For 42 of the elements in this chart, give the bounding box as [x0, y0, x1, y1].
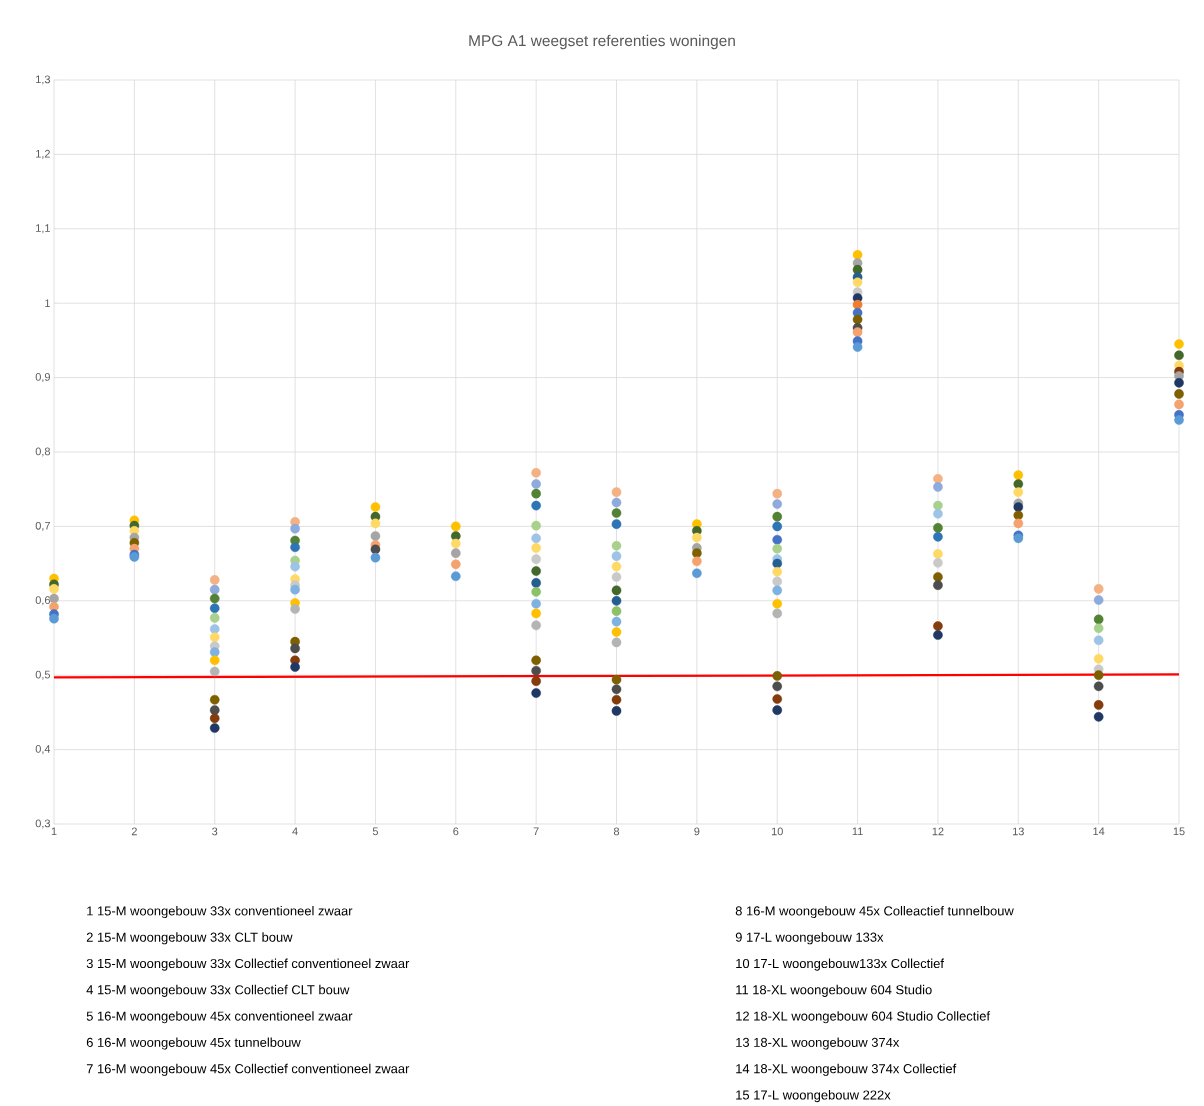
x-tick-label: 12 — [932, 827, 944, 836]
text: 9 17-L woongebouw 133x — [735, 932, 884, 945]
y-tick-label: 0,3 — [35, 819, 50, 829]
y-tick-label: 1,1 — [36, 224, 50, 234]
text: 11 18-XL woongebouw 604 Studio — [736, 984, 932, 997]
text: 10 17-L woongebouw133x Collectief — [736, 958, 944, 971]
text: 15 17-L woongebouw 222x — [736, 1090, 891, 1103]
y-tick-label: 0,8 — [35, 447, 50, 457]
x-tick-label: 13 — [1013, 827, 1024, 836]
y-tick-label: 0,7 — [35, 521, 50, 531]
text: 3 15-M woongebouw 33x Collectief conventioneel zwaar — [86, 958, 410, 971]
text: 14 18-XL woongebouw 374x Collectief — [736, 1063, 957, 1076]
chart-title: MPG A1 weegset referenties woningen — [469, 34, 735, 50]
x-tick-label: 14 — [1093, 827, 1105, 836]
x-tick-label: 4 — [292, 827, 298, 836]
text: 4 15-M woongebouw 33x Collectief CLT bouw — [86, 984, 350, 997]
y-tick-label: 1,2 — [36, 149, 50, 159]
x-tick-label: 15 — [1173, 827, 1185, 836]
text: 5 16-M woongebouw 45x conventioneel zwaar — [86, 1011, 353, 1024]
y-tick-label: 0,5 — [35, 670, 51, 680]
x-tick-label: 3 — [212, 827, 218, 836]
x-tick-label: 8 — [613, 827, 620, 836]
y-tick-label: 0,4 — [35, 745, 51, 755]
text: 13 18-XL woongebouw 374x — [736, 1037, 900, 1050]
text: 6 16-M woongebouw 45x tunnelbouw — [86, 1037, 301, 1050]
y-tick-label: 0,9 — [35, 373, 50, 383]
text: 7 16-M woongebouw 45x Collectief conventioneel zwaar — [86, 1063, 410, 1076]
x-tick-label: 2 — [131, 827, 137, 836]
text: 12 18-XL woongebouw 604 Studio Collectief — [736, 1011, 991, 1024]
x-tick-label: 10 — [771, 827, 783, 836]
x-tick-label: 11 — [852, 827, 863, 836]
x-tick-label: 7 — [533, 827, 539, 836]
x-tick-label: 1 — [51, 827, 57, 836]
x-tick-label: 5 — [372, 827, 379, 836]
x-tick-label: 9 — [694, 827, 700, 836]
y-tick-label: 1,3 — [36, 75, 50, 85]
x-tick-label: 6 — [453, 827, 459, 836]
y-tick-label: 0,6 — [35, 596, 50, 606]
y-tick-label: 1 — [45, 299, 50, 307]
text: 2 15-M woongebouw 33x CLT bouw — [86, 932, 293, 945]
text: 1 15-M woongebouw 33x conventioneel zwaar — [87, 905, 353, 919]
text: 8 16-M woongebouw 45x Colleactief tunnelbouw — [735, 905, 1014, 919]
